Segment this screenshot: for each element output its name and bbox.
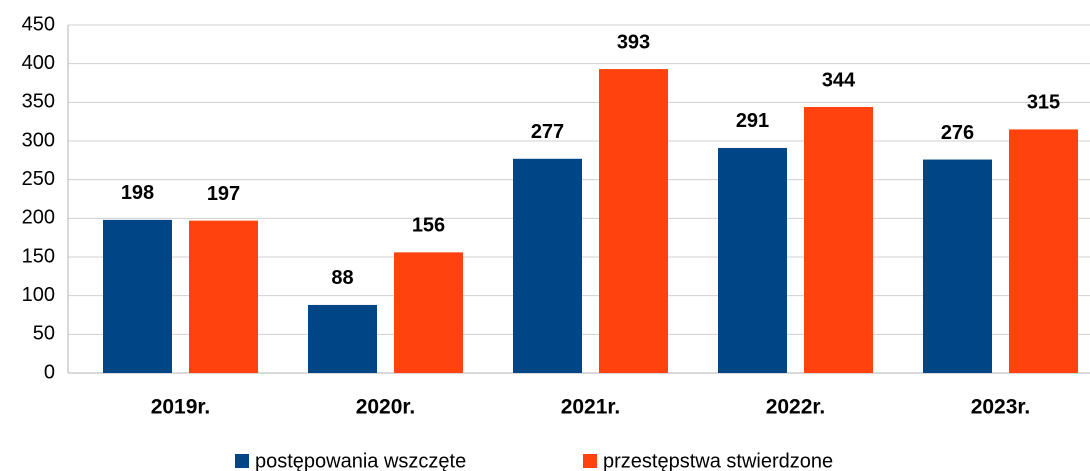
y-tick-label: 450: [22, 13, 55, 35]
legend-swatch: [235, 454, 249, 468]
legend-label: postępowania wszczęte: [255, 450, 466, 471]
x-tick-label: 2023r.: [971, 396, 1031, 419]
x-tick-label: 2021r.: [561, 396, 621, 419]
x-tick-label: 2019r.: [151, 396, 211, 419]
bar: [599, 69, 668, 373]
bar: [308, 304, 377, 373]
y-tick-label: 100: [22, 284, 55, 306]
bar: [923, 159, 992, 373]
y-tick-label: 200: [22, 207, 55, 229]
y-tick-label: 0: [44, 361, 55, 383]
value-label: 393: [617, 31, 650, 53]
value-label: 197: [207, 183, 240, 205]
bar: [804, 106, 873, 374]
y-tick-label: 350: [22, 91, 55, 113]
bar: [189, 220, 258, 373]
value-label: 315: [1027, 92, 1060, 114]
bar: [513, 158, 582, 373]
y-tick-label: 300: [22, 129, 55, 151]
value-label: 198: [121, 182, 154, 204]
y-tick-label: 150: [22, 245, 55, 267]
value-label: 291: [736, 110, 769, 132]
value-label: 344: [822, 69, 856, 91]
bar: [103, 219, 172, 373]
x-tick-label: 2020r.: [356, 396, 416, 419]
y-tick-label: 400: [22, 52, 55, 74]
y-tick-label: 250: [22, 168, 55, 190]
value-label: 277: [531, 121, 564, 143]
bar: [718, 147, 787, 373]
y-tick-label: 50: [33, 323, 55, 345]
value-label: 88: [331, 267, 353, 289]
bar: [394, 252, 463, 373]
legend-swatch: [583, 454, 597, 468]
bar: [1009, 129, 1078, 373]
legend-label: przestępstwa stwierdzone: [603, 450, 833, 471]
value-label: 156: [412, 215, 445, 237]
x-tick-label: 2022r.: [766, 396, 826, 419]
value-label: 276: [941, 122, 974, 144]
